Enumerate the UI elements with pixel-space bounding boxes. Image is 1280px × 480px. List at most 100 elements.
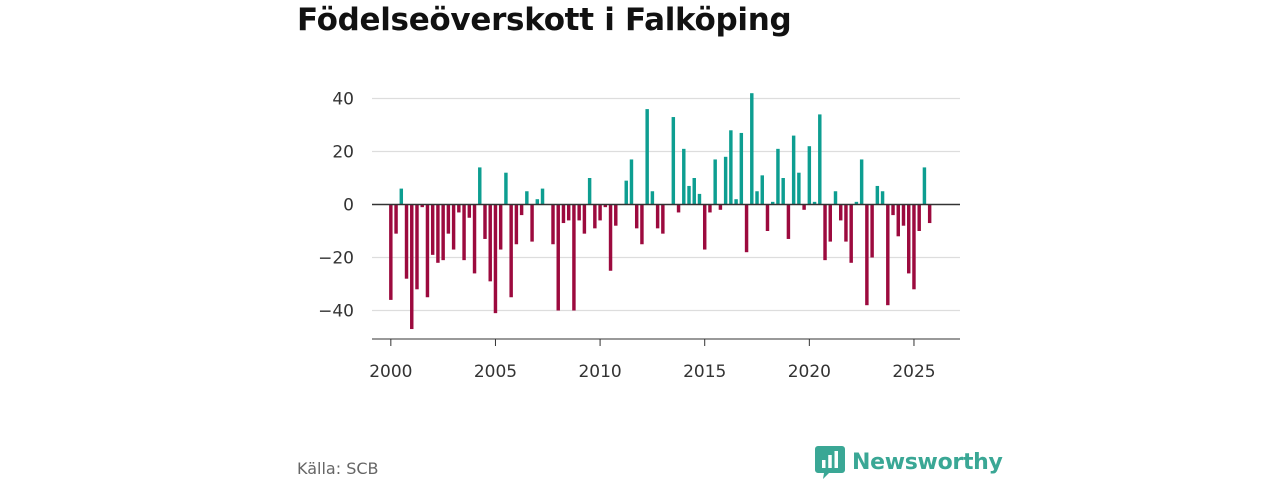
bar (430, 204, 435, 255)
bar (441, 204, 445, 261)
bar (457, 204, 461, 213)
y-tick-label: −20 (318, 249, 354, 269)
bar (389, 204, 393, 300)
bar (514, 204, 519, 245)
bar (420, 204, 424, 208)
x-tick-label: 2005 (474, 362, 517, 382)
bar (927, 204, 932, 224)
bar (598, 204, 602, 221)
bar (896, 204, 900, 237)
bar (739, 132, 744, 205)
bar (922, 167, 927, 205)
bar (640, 204, 644, 245)
bar (582, 204, 587, 234)
bar (729, 130, 733, 205)
y-tick-label: 40 (332, 90, 354, 110)
bar (493, 204, 498, 314)
bar-series (389, 93, 932, 330)
bar (614, 204, 618, 226)
gridlines (372, 97, 960, 312)
bar (634, 204, 639, 229)
bar (483, 204, 487, 239)
bar (723, 156, 728, 205)
bar (870, 204, 874, 258)
bar (624, 180, 628, 205)
bar (676, 204, 681, 213)
bar (587, 178, 592, 205)
bar (859, 159, 864, 205)
bar (760, 175, 764, 205)
bar (750, 93, 754, 205)
brand-name: Newsworthy (852, 450, 1003, 475)
x-tick-label: 2015 (683, 362, 726, 382)
bar (661, 204, 665, 234)
bar (593, 204, 597, 229)
bar (791, 135, 796, 205)
bar (535, 199, 540, 205)
y-tick-label: 20 (332, 143, 354, 163)
x-tick-label: 2020 (788, 362, 831, 382)
bar (770, 201, 775, 205)
y-axis: 40 20 0 −20 −40 (318, 90, 354, 322)
bar (907, 204, 911, 274)
bar (650, 191, 655, 205)
bar (655, 204, 660, 229)
bar (472, 204, 477, 274)
bar (446, 204, 451, 234)
bar (844, 204, 848, 242)
x-axis: 2000 2005 2010 2015 2020 2025 (369, 338, 960, 382)
bar (467, 204, 472, 218)
bar (530, 204, 534, 242)
bar (603, 204, 608, 208)
bar (765, 204, 770, 231)
bar (886, 204, 890, 306)
bar (415, 204, 419, 290)
bar (394, 204, 398, 234)
bar (833, 191, 838, 205)
bar (901, 204, 906, 226)
source-note: Källa: SCB (297, 459, 379, 478)
bar (807, 146, 812, 205)
bar (776, 148, 780, 205)
bar (687, 185, 691, 205)
bar (540, 188, 545, 205)
bar (451, 204, 456, 250)
bar (912, 204, 916, 290)
bar (823, 204, 827, 261)
bar (702, 204, 707, 250)
bar (561, 204, 566, 224)
bar (608, 204, 613, 271)
bar (744, 204, 749, 253)
bar (854, 201, 859, 205)
bar (572, 204, 576, 311)
bar (671, 117, 676, 205)
bar (891, 204, 895, 216)
bar (708, 204, 712, 213)
bar (880, 191, 885, 205)
bar (404, 204, 409, 279)
bar (682, 148, 686, 205)
bar (818, 114, 822, 205)
bar (519, 204, 524, 216)
bar (718, 204, 723, 210)
x-tick-label: 2025 (892, 362, 935, 382)
bar (797, 172, 801, 205)
bar-chart: 40 20 0 −20 −40 2000 2005 2010 2015 2020 2025 (318, 90, 960, 382)
bar (713, 159, 717, 205)
newsworthy-logo-icon (815, 446, 845, 479)
bar (551, 204, 555, 245)
bar (755, 191, 759, 205)
chart-title: Födelseöverskott i Falköping (297, 2, 792, 38)
bar (812, 201, 817, 205)
bar (498, 204, 503, 250)
bar (399, 188, 404, 205)
bar (875, 185, 880, 205)
bar (410, 204, 414, 330)
bar (478, 167, 482, 205)
bar (525, 191, 529, 205)
bar (488, 204, 492, 282)
y-tick-label: −40 (318, 302, 354, 322)
bar (786, 204, 791, 239)
bar (556, 204, 560, 311)
brand-logo: Newsworthy (815, 446, 1003, 479)
